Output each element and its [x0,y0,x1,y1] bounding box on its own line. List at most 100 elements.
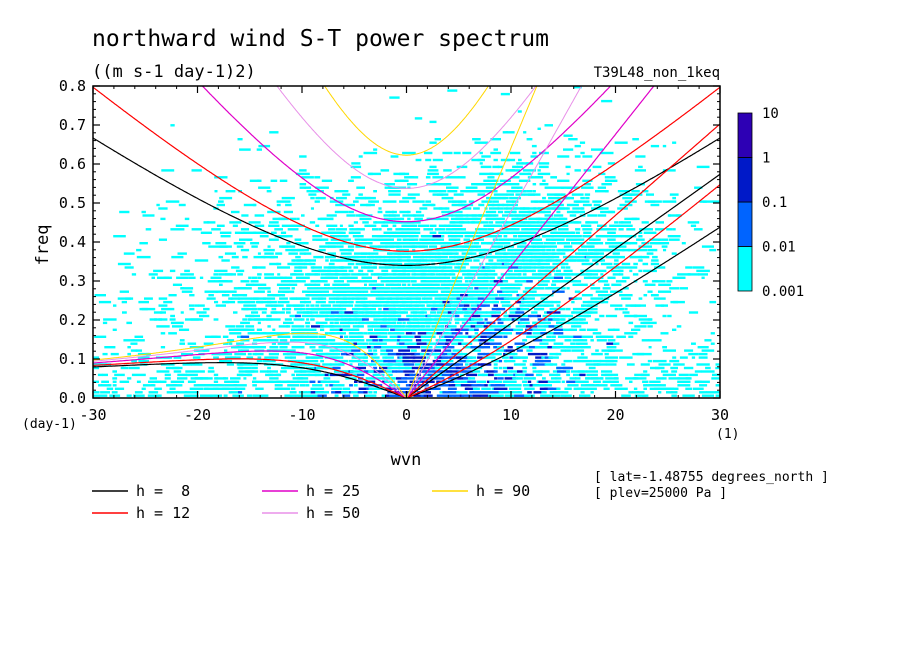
heatmap-cell [199,377,213,380]
heatmap-cell [488,259,494,262]
heatmap-cell [283,210,293,214]
heatmap-cell [610,290,623,293]
heatmap-cell [448,255,456,259]
heatmap-cell [647,318,653,321]
heatmap-cell [610,384,623,387]
heatmap-cell [373,352,378,356]
heatmap-cell [658,283,671,286]
heatmap-cell [383,231,396,234]
heatmap-cell [407,210,411,214]
heatmap-cell [267,210,281,214]
heatmap-cell [551,252,556,255]
heatmap-cell [203,221,210,224]
heatmap-cell [658,387,671,390]
heatmap-cell [218,255,224,259]
heatmap-cell [293,304,303,307]
heatmap-cell [561,280,566,283]
heatmap-cell [234,242,246,245]
heatmap-cell [582,179,593,182]
heatmap-cell [429,141,437,144]
heatmap-cell [560,242,567,245]
heatmap-cell [344,276,358,279]
heatmap-cell [462,151,472,155]
heatmap-cell [479,151,483,155]
heatmap-cell [414,363,423,366]
heatmap-cell [493,193,508,196]
heatmap-cell [466,214,477,217]
heatmap-cell [570,231,576,234]
heatmap-cell [507,366,514,370]
heatmap-cell [511,217,519,221]
heatmap-cell [379,366,391,370]
heatmap-cell [484,300,498,304]
heatmap-cell [694,186,703,189]
heatmap-cell [621,394,631,397]
heatmap-cell [488,373,494,377]
heatmap-cell [432,304,443,307]
heatmap-cell [476,283,487,286]
heatmap-cell [582,155,593,158]
heatmap-cell [310,196,315,200]
heatmap-cell [478,287,484,290]
heatmap-cell [335,269,348,273]
heatmap-cell [350,176,361,179]
heatmap-cell [715,391,720,394]
heatmap-cell [281,245,296,248]
heatmap-cell [688,352,699,356]
heatmap-cell [192,356,201,359]
heatmap-cell [348,210,354,214]
heatmap-cell [357,280,365,283]
heatmap-cell [514,214,526,217]
heatmap-cell [524,228,535,231]
heatmap-cell [429,266,437,269]
heatmap-cell [310,266,315,269]
heatmap-cell [552,318,565,321]
heatmap-cell [214,176,228,179]
heatmap-cell [435,276,441,279]
heatmap-cell [672,141,677,144]
heatmap-cell [620,221,631,224]
heatmap-cell [424,294,433,297]
heatmap-cell [301,314,314,318]
heatmap-cell [249,314,260,318]
heatmap-cell [384,377,396,380]
heatmap-cell [296,311,309,314]
heatmap-cell [446,290,459,293]
heatmap-cell [315,373,329,377]
heatmap-cell [548,255,560,259]
heatmap-cell [231,266,240,269]
heatmap-cell [500,325,511,328]
heatmap-cell [478,203,485,207]
heatmap-cell [569,377,577,380]
heatmap-cell [368,387,382,390]
heatmap-cell [669,287,680,290]
heatmap-cell [471,314,482,318]
heatmap-cell [407,297,421,300]
heatmap-cell [389,96,400,99]
heatmap-cell [289,283,298,286]
heatmap-cell [336,235,347,238]
heatmap-cell [480,242,492,245]
heatmap-cell [138,300,149,304]
heatmap-cell [453,151,461,155]
heatmap-cell [628,391,634,394]
heatmap-cell [533,287,545,290]
curve-8-mrg [406,226,720,398]
heatmap-cell [207,370,215,373]
heatmap-cell [464,280,469,283]
heatmap-cell [384,266,395,269]
heatmap-cell [348,304,354,307]
heatmap-cell [464,221,469,224]
heatmap-cell [271,276,277,279]
heatmap-cell [538,321,550,325]
heatmap-cell [552,290,565,293]
heatmap-cell [530,155,539,158]
heatmap-cell [522,380,528,383]
heatmap-cell [315,196,320,200]
heatmap-cell [112,370,117,373]
heatmap-cell [312,235,323,238]
heatmap-cell [327,255,336,259]
heatmap-cell [481,200,491,203]
heatmap-cell [294,307,302,311]
heatmap-cell [325,273,339,276]
